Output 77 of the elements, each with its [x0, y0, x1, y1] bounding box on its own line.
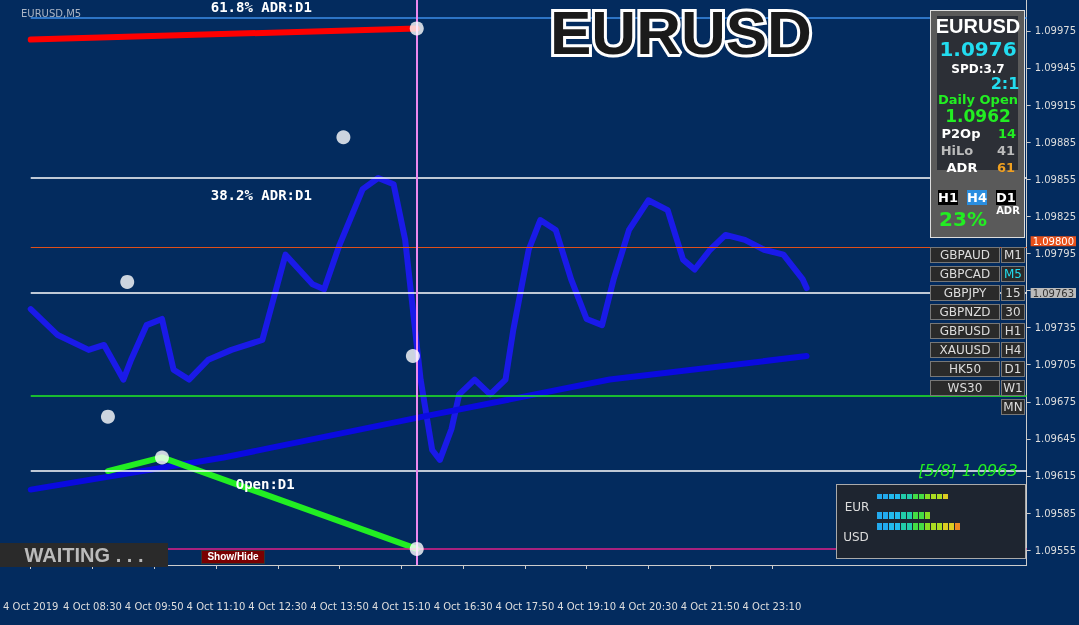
annotation: H1	[1002, 323, 1024, 338]
x-tick-label: 4 Oct 15:10	[371, 600, 431, 612]
y-tick-label: 1.09975	[1034, 25, 1077, 37]
annotation: SPD:3.7	[951, 61, 1005, 76]
annotation: GBPUSD	[931, 323, 999, 338]
ref-line-label: 1.09800	[1032, 235, 1075, 247]
x-tick-label: 4 Oct 2019	[3, 600, 59, 612]
annotation: GBPCAD	[931, 266, 999, 281]
y-tick-label: 1.09945	[1034, 62, 1077, 74]
x-tick-label: 4 Oct 19:10	[557, 600, 616, 612]
x-tick-label: 4 Oct 23:10	[742, 600, 802, 612]
y-tick-label: 1.09855	[1034, 173, 1077, 185]
chart-title: EURUSD	[550, 0, 812, 67]
annotation: Daily Open	[938, 92, 1018, 108]
x-tick-label: 4 Oct 08:30	[63, 600, 122, 612]
annotation: M1	[1002, 247, 1024, 262]
ref-line-label: 61.8% ADR:D1	[210, 0, 312, 16]
annotation: D1	[1002, 361, 1024, 376]
annotation: P2Op	[941, 126, 981, 142]
annotation: 2:1	[990, 74, 1020, 94]
point	[409, 541, 424, 556]
y-tick-label: 1.09615	[1034, 470, 1077, 482]
annotation: D1	[996, 190, 1016, 206]
y-tick-label: 1.09915	[1034, 99, 1077, 111]
annotation: 23%	[939, 207, 987, 231]
annotation: EUR	[844, 499, 870, 514]
annotation: GBPJPY	[931, 285, 999, 300]
y-tick-label: 1.09645	[1034, 433, 1077, 445]
x-tick-label: 4 Oct 16:30	[433, 600, 493, 612]
annotation: GBPAUD	[931, 247, 999, 262]
y-tick-label: 1.09885	[1034, 136, 1077, 148]
x-tick-label: 4 Oct 17:50	[495, 600, 555, 612]
annotation: USD	[843, 529, 869, 544]
point	[405, 349, 420, 364]
annotation: HiLo	[940, 143, 974, 159]
annotation: M5	[1002, 266, 1024, 281]
x-tick-label: 4 Oct 13:50	[310, 600, 369, 612]
annotation: H4	[967, 190, 987, 206]
annotation: 15	[1002, 285, 1024, 300]
annotation: 14	[997, 126, 1017, 142]
annotation: 1.0976	[939, 37, 1017, 61]
annotation: WAITING . . .	[0, 543, 168, 567]
y-tick-label: 1.09585	[1034, 507, 1077, 519]
y-tick-label: 1.09555	[1034, 544, 1077, 556]
annotation: 61	[996, 160, 1016, 176]
y-tick-label: 1.09675	[1034, 396, 1077, 408]
x-tick-label: 4 Oct 09:50	[124, 600, 184, 612]
point	[120, 274, 135, 289]
x-tick-label: 4 Oct 12:30	[248, 600, 308, 612]
point	[100, 409, 115, 424]
ref-line-label: 38.2% ADR:D1	[210, 187, 312, 204]
y-tick-label: 1.09735	[1034, 322, 1077, 334]
x-tick-label: 4 Oct 21:50	[680, 600, 740, 612]
x-tick-label: 4 Oct 11:10	[186, 600, 246, 612]
y-tick-label: 1.09795	[1034, 247, 1077, 259]
annotation: Show/Hide	[202, 551, 264, 563]
annotation: ADR	[996, 205, 1020, 216]
annotation: 30	[1002, 304, 1024, 319]
annotation: XAUUSD	[931, 342, 999, 357]
annotation: MN	[1002, 399, 1024, 414]
annotation: ADR	[946, 160, 978, 176]
annotation: GBPNZD	[931, 304, 999, 319]
point	[336, 130, 351, 145]
annotation: H1	[938, 190, 958, 206]
annotation: WS30	[931, 380, 999, 395]
x-tick-label: 4 Oct 20:30	[618, 600, 678, 612]
y-tick-label: 1.09825	[1034, 210, 1077, 222]
point	[154, 450, 169, 465]
y-tick-label: 1.09705	[1034, 359, 1077, 371]
annotation: HK50	[931, 361, 999, 376]
annotation: EURUSD	[935, 15, 1021, 37]
ref-line-label: 1.09763	[1032, 287, 1075, 299]
point	[409, 21, 424, 36]
annotation: H4	[1002, 342, 1024, 357]
annotation: 41	[996, 143, 1016, 159]
text: EURUSD,M5	[21, 7, 82, 19]
annotation: W1	[1002, 380, 1024, 395]
